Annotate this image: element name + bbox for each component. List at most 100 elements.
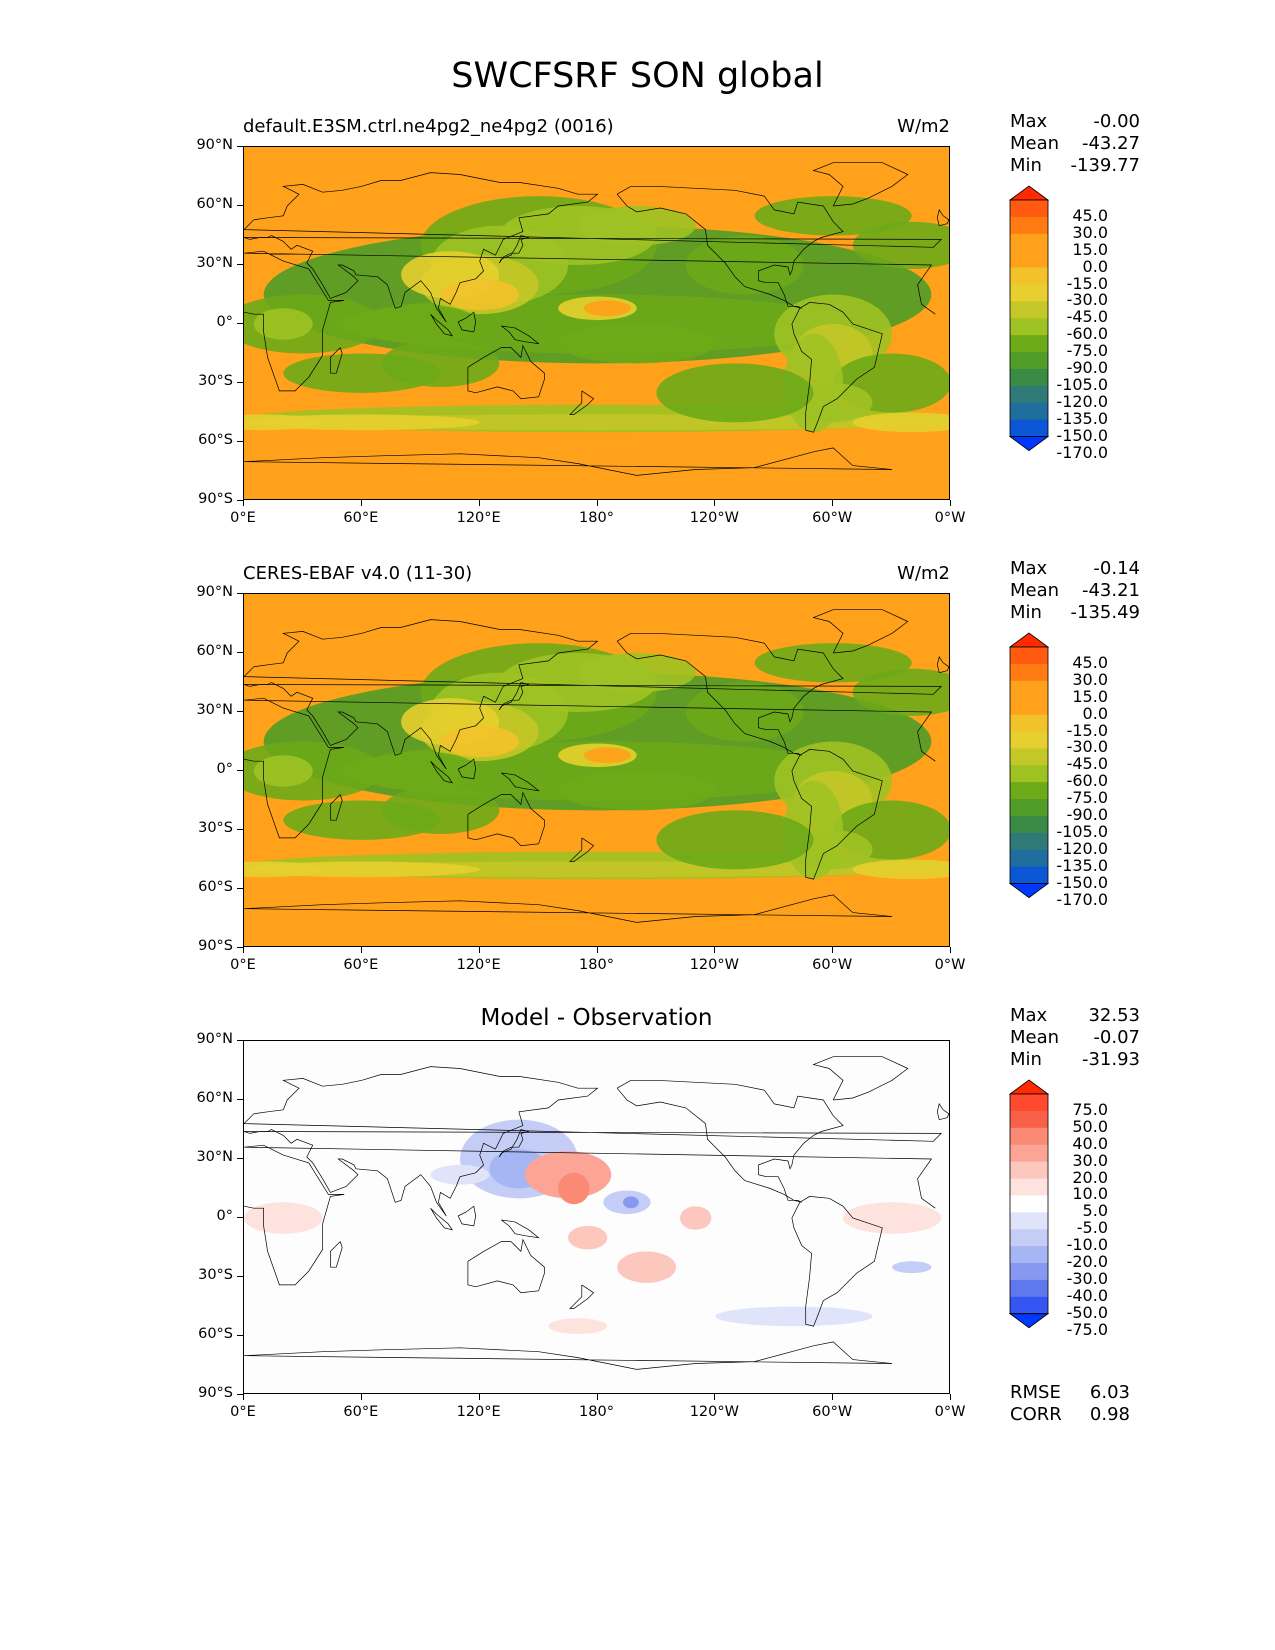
lon-tick-label: 0°E <box>230 1404 256 1420</box>
lat-tick-mark <box>237 1335 243 1336</box>
lat-tick-mark <box>237 947 243 948</box>
lon-tick-mark <box>832 1394 834 1400</box>
lat-tick-mark <box>237 1099 243 1100</box>
colorbar <box>1009 185 1049 452</box>
contour-field <box>244 1041 949 1393</box>
lat-tick-mark <box>237 146 243 147</box>
lon-tick-label: 120°W <box>689 957 739 973</box>
stat-label: Min <box>1010 1049 1042 1070</box>
stat-row: Mean -43.27 <box>1010 133 1140 155</box>
stat-row: Mean -43.21 <box>1010 580 1140 602</box>
colorbar-level-label: -15.0 <box>1066 273 1108 293</box>
stat-label: Mean <box>1010 133 1060 154</box>
colorbar-level-label: 20.0 <box>1072 1167 1108 1187</box>
lon-tick-mark <box>478 500 480 506</box>
colorbar-level-label: -105.0 <box>1056 374 1108 394</box>
lon-tick-mark <box>360 1394 362 1400</box>
lat-tick-mark <box>237 205 243 206</box>
stat-label: Min <box>1010 155 1042 176</box>
lon-tick-mark <box>832 947 834 953</box>
lon-tick-label: 60°W <box>812 957 853 973</box>
lat-tick-mark <box>237 1394 243 1395</box>
lat-tick-label: 30°S <box>198 820 233 836</box>
colorbar-level-label: -30.0 <box>1066 290 1108 310</box>
lat-tick-mark <box>237 441 243 442</box>
stat-label: Min <box>1010 602 1042 623</box>
stat-row: Min -139.77 <box>1010 155 1140 177</box>
lon-tick-label: 60°W <box>812 510 853 526</box>
lat-tick-mark <box>237 1276 243 1277</box>
lon-tick-mark <box>714 1394 716 1400</box>
lon-tick-label: 120°W <box>689 1404 739 1420</box>
colorbar-level-label: 75.0 <box>1072 1099 1108 1119</box>
lat-tick-mark <box>237 264 243 265</box>
lat-tick-mark <box>237 593 243 594</box>
lon-tick-mark <box>478 1394 480 1400</box>
lat-tick-label: 60°N <box>196 1090 233 1106</box>
lon-tick-label: 180° <box>579 957 614 973</box>
lat-tick-label: 60°S <box>198 879 233 895</box>
lat-tick-label: 90°N <box>196 137 233 153</box>
contour-field <box>244 147 949 499</box>
lat-tick-label: 90°N <box>196 1031 233 1047</box>
stat-value: -43.21 <box>1081 580 1140 601</box>
lat-tick-label: 0° <box>216 314 233 330</box>
stat-value: -139.77 <box>1070 155 1140 176</box>
lon-tick-label: 120°E <box>456 1404 501 1420</box>
stats-box: Max -0.00 Mean -43.27 Min -139.77 <box>1010 111 1140 177</box>
colorbar-level-label: -150.0 <box>1056 872 1108 892</box>
lat-tick-mark <box>237 382 243 383</box>
stat-label: Mean <box>1010 580 1060 601</box>
panel-title: default.E3SM.ctrl.ne4pg2_ne4pg2 (0016) <box>243 116 614 137</box>
lat-tick-mark <box>237 1158 243 1159</box>
stat-value: -135.49 <box>1070 602 1140 623</box>
stat-value: 32.53 <box>1088 1005 1140 1026</box>
stats-box: Max -0.14 Mean -43.21 Min -135.49 <box>1010 558 1140 624</box>
colorbar-level-label: -90.0 <box>1066 805 1108 824</box>
colorbar-level-label: -45.0 <box>1066 307 1108 327</box>
colorbar-level-label: -10.0 <box>1066 1235 1108 1255</box>
lat-tick-mark <box>237 500 243 501</box>
map-plot <box>243 146 950 500</box>
lon-tick-label: 0°E <box>230 957 256 973</box>
stat-value: -43.27 <box>1081 133 1140 154</box>
lon-tick-label: 0°E <box>230 510 256 526</box>
lat-tick-label: 0° <box>216 1208 233 1224</box>
lon-tick-mark <box>243 947 244 953</box>
colorbar-level-label: 45.0 <box>1072 205 1108 225</box>
colorbar-level-label: -90.0 <box>1066 358 1108 377</box>
colorbar-level-label: -170.0 <box>1056 442 1108 462</box>
lat-tick-label: 30°S <box>198 1267 233 1283</box>
lon-tick-label: 60°E <box>343 1404 379 1420</box>
stat-value: -0.14 <box>1093 558 1140 579</box>
lon-tick-mark <box>243 500 244 506</box>
metric-label: RMSE <box>1010 1382 1061 1403</box>
colorbar-level-label: 0.0 <box>1082 256 1108 276</box>
colorbar-level-label: 30.0 <box>1072 222 1108 242</box>
colorbar-level-label: 15.0 <box>1072 239 1108 259</box>
lon-tick-label: 120°W <box>689 510 739 526</box>
lat-tick-label: 60°N <box>196 643 233 659</box>
lon-tick-label: 180° <box>579 1404 614 1420</box>
lon-tick-mark <box>360 500 362 506</box>
map-plot <box>243 1040 950 1394</box>
lat-tick-mark <box>237 1217 243 1218</box>
lat-tick-label: 30°N <box>196 1149 233 1165</box>
colorbar-level-label: 15.0 <box>1072 686 1108 706</box>
colorbar <box>1009 1079 1049 1329</box>
figure-title: SWCFSRF SON global <box>451 56 824 96</box>
lat-tick-label: 90°S <box>198 938 233 954</box>
colorbar-level-label: -105.0 <box>1056 821 1108 841</box>
colorbar-level-label: -120.0 <box>1056 838 1108 858</box>
colorbar-level-label: -170.0 <box>1056 889 1108 909</box>
colorbar-level-label: 0.0 <box>1082 703 1108 723</box>
colorbar-level-label: -30.0 <box>1066 1268 1108 1288</box>
lat-tick-label: 0° <box>216 761 233 777</box>
colorbar-level-label: -150.0 <box>1056 425 1108 445</box>
stat-value: -0.00 <box>1093 111 1140 132</box>
colorbar-level-label: 10.0 <box>1072 1184 1108 1204</box>
panel-units: W/m2 <box>897 116 950 137</box>
lon-tick-mark <box>950 1394 951 1400</box>
lon-tick-mark <box>596 500 598 506</box>
lon-tick-label: 60°E <box>343 510 379 526</box>
